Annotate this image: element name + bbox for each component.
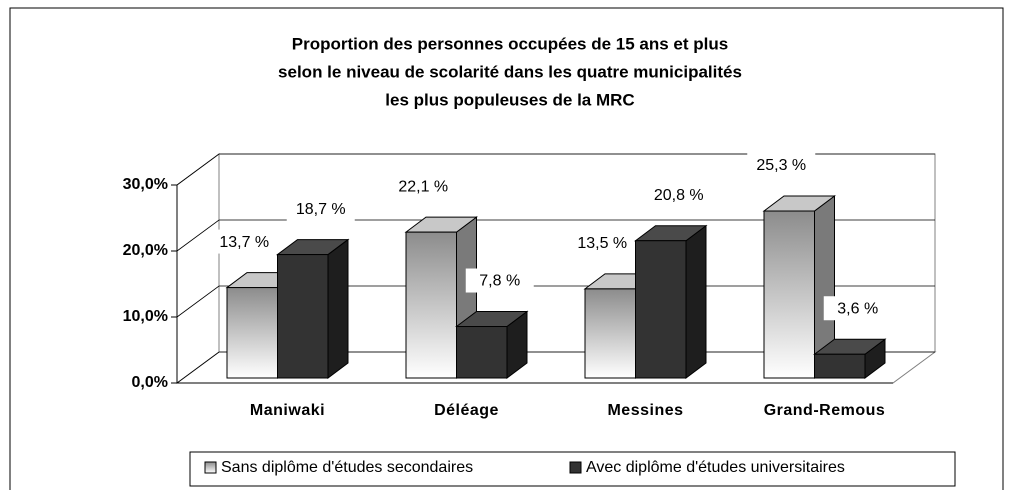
plot-area: 0,0% 10,0% 20,0% 30,0% Maniwaki 13,7 % 18,7 % D… <box>123 153 937 419</box>
bar <box>226 287 278 379</box>
value-label-bg <box>389 174 458 199</box>
bar <box>405 231 457 379</box>
bar <box>814 353 866 379</box>
y-tick-label: 10,0% <box>123 308 168 325</box>
value-label-bg <box>465 268 534 293</box>
frame <box>9 7 1004 490</box>
bar-side <box>685 224 707 379</box>
x-tick-label: Maniwaki <box>250 402 325 419</box>
bar <box>584 288 636 379</box>
legend-label: Avec diplôme d'études universitaires <box>586 459 845 476</box>
grid-line <box>176 219 935 252</box>
x-tick-label: Grand-Remous <box>764 402 886 419</box>
title-line: selon le niveau de scolarité dans les qu… <box>278 62 742 81</box>
bar-side <box>327 238 349 379</box>
grid-line <box>176 153 935 186</box>
value-label-bg <box>747 153 816 178</box>
legend-label: Sans diplôme d'études secondaires <box>221 459 473 476</box>
value-label-bg <box>286 196 355 221</box>
bar <box>277 254 329 379</box>
legend-swatch <box>204 461 217 474</box>
value-label-bg <box>644 182 713 207</box>
x-tick-label: Déléage <box>434 402 499 419</box>
value-label-bg <box>210 229 279 254</box>
x-tick-label: Messines <box>607 402 683 419</box>
value-label: 18,7 % <box>296 201 346 218</box>
value-label-bg <box>823 296 892 321</box>
value-label: 22,1 % <box>398 178 448 195</box>
title-line: Proportion des personnes occupées de 15 … <box>292 34 728 53</box>
bar <box>763 210 815 379</box>
side-wall <box>176 153 220 384</box>
bar <box>456 326 508 379</box>
value-label: 13,7 % <box>219 234 269 251</box>
title-line: les plus populeuses de la MRC <box>385 90 634 109</box>
bar <box>635 240 687 379</box>
chart-title: Proportion des personnes occupées de 15 … <box>278 34 742 109</box>
value-label: 20,8 % <box>654 187 704 204</box>
value-label: 25,3 % <box>756 157 806 174</box>
y-tick-label: 30,0% <box>123 176 168 193</box>
value-label: 7,8 % <box>479 273 520 290</box>
y-tick-label: 0,0% <box>132 374 168 391</box>
value-label-bg <box>568 230 637 255</box>
value-label: 3,6 % <box>837 300 878 317</box>
y-tick-label: 20,0% <box>123 242 168 259</box>
value-label: 13,5 % <box>577 235 627 252</box>
legend-swatch <box>569 461 582 474</box>
